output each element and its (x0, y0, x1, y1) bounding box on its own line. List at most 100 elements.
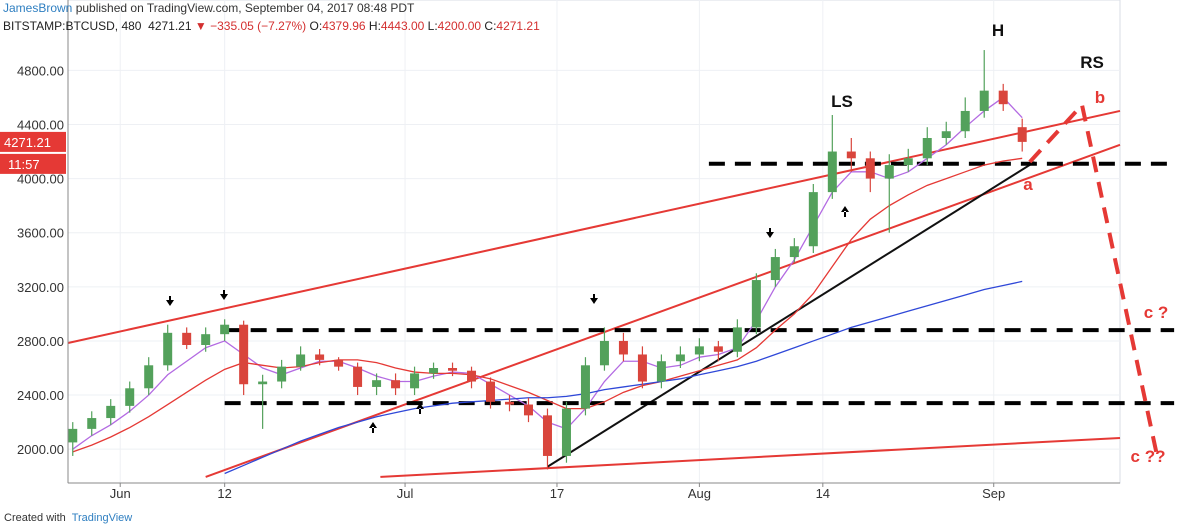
x-tick-label: 14 (816, 486, 830, 501)
published: published on TradingView.com, September … (72, 1, 415, 15)
annotation: LS (831, 92, 853, 111)
footer: Created with TradingView (4, 512, 132, 524)
candle-body (922, 138, 932, 159)
candle-body (239, 324, 249, 385)
candle-body (87, 418, 97, 429)
candle-body (220, 324, 230, 335)
candle-body (827, 151, 837, 193)
header-line: JamesBrown published on TradingView.com,… (3, 1, 414, 15)
candle-body (523, 404, 533, 416)
arrow-up (841, 206, 849, 217)
o-value: 4379.96 (322, 19, 366, 33)
arrow-down (220, 290, 228, 300)
x-tick-label: Sep (982, 486, 1005, 501)
candle-body (846, 151, 856, 159)
candle-body (903, 158, 913, 166)
candle-body (656, 361, 666, 382)
x-tick-label: Aug (688, 486, 711, 501)
publisher[interactable]: JamesBrown (3, 1, 73, 15)
candle-body (125, 388, 135, 406)
candle-body (296, 354, 306, 367)
candle-body (334, 359, 344, 367)
x-tick-label: Jun (110, 486, 131, 501)
candle-body (808, 192, 818, 247)
candles (68, 50, 1027, 470)
grid (67, 0, 1121, 484)
candle-body (1017, 127, 1027, 142)
candle-body (277, 366, 287, 382)
price-tag (0, 131, 66, 152)
x-tick-label: Jul (397, 486, 414, 501)
annotations: H RS LS b a c ? c ?? (831, 21, 1168, 466)
arrow-up (369, 422, 377, 433)
annotation: c ? (1144, 303, 1169, 322)
candle-body (372, 380, 382, 387)
signal-arrows (166, 206, 849, 433)
annotation: b (1095, 88, 1105, 107)
candle-body (315, 354, 325, 360)
candle-body (789, 246, 799, 258)
x-tick-label: 17 (550, 486, 564, 501)
annotation: a (1023, 175, 1033, 194)
candle-body (201, 334, 211, 345)
candle-body (561, 408, 571, 456)
candle-body (542, 415, 552, 456)
arrow-down (166, 296, 174, 306)
moving-average (72, 157, 1023, 453)
l-label: L: (427, 19, 438, 33)
countdown-tag (0, 153, 66, 174)
candle-body (144, 365, 154, 389)
trend-line (546, 161, 1036, 468)
plot-area (67, 0, 1121, 484)
x-tick-label: 12 (217, 486, 231, 501)
annotation: H (992, 21, 1004, 40)
candle-body (865, 158, 875, 179)
annotation: RS (1080, 53, 1104, 72)
candle-body (163, 332, 173, 366)
trend-line (1028, 100, 1160, 461)
last: 4271.21 (148, 19, 192, 33)
candle-body (960, 110, 970, 132)
brand[interactable]: TradingView (71, 512, 133, 524)
h-value: 4443.00 (380, 19, 425, 33)
candle-body (106, 405, 116, 419)
candle-body (618, 340, 628, 355)
candle-body (941, 131, 951, 138)
y-tick-label: 2400.00 (17, 388, 64, 403)
candle-body (713, 346, 723, 352)
candle-body (504, 401, 514, 405)
symbol: BITSTAMP:BTCUSD, 480 (3, 19, 142, 33)
arrow-down (590, 294, 598, 304)
y-tick-label: 2800.00 (17, 334, 64, 349)
candle-body (675, 354, 685, 362)
candle-body (732, 327, 742, 352)
l-value: 4200.00 (437, 19, 482, 33)
y-tick-label: 4800.00 (17, 63, 64, 78)
y-tick-label: 3600.00 (17, 226, 64, 241)
candle-body (884, 165, 894, 179)
candle-body (68, 428, 78, 443)
candle-body (486, 381, 496, 402)
candle-body (694, 346, 704, 355)
countdown-label: 11:57 (8, 157, 40, 172)
c-value: 4271.21 (496, 19, 540, 33)
y-tick-label: 3200.00 (17, 280, 64, 295)
symbol-line: BITSTAMP:BTCUSD, 480 4271.21 ▼ −335.05 (… (3, 19, 540, 33)
y-tick-label: 2000.00 (17, 442, 64, 457)
candle-body (391, 380, 401, 389)
candle-body (429, 368, 439, 374)
trend-line (380, 436, 1121, 478)
candle-body (258, 381, 268, 385)
candle-body (979, 90, 989, 111)
annotation: c ?? (1131, 447, 1166, 466)
created: Created with (4, 512, 66, 524)
o-label: O: (309, 19, 323, 33)
candle-body (637, 354, 647, 382)
y-tick-label: 4000.00 (17, 172, 64, 187)
moving-average (224, 280, 1023, 475)
change: ▼ −335.05 (−7.27%) (194, 19, 307, 33)
candle-body (353, 366, 363, 387)
candle-body (998, 90, 1008, 105)
candle-body (599, 340, 609, 366)
